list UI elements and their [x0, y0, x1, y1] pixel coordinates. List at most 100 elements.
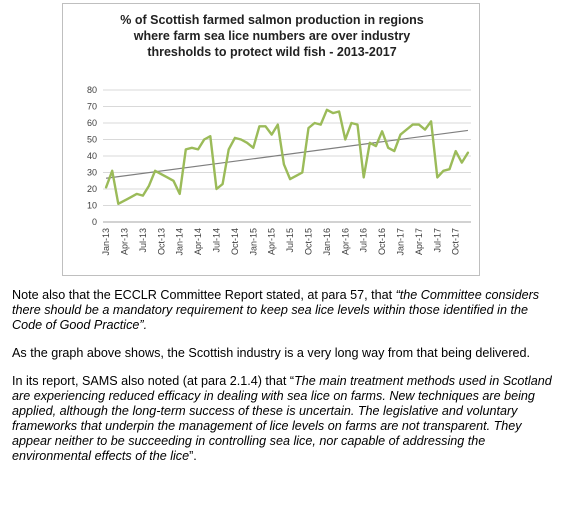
x-tick-label: Jul-15: [285, 228, 295, 253]
x-tick-label: Apr-13: [119, 228, 129, 255]
x-tick-label: Oct-14: [230, 228, 240, 255]
x-tick-label: Apr-15: [267, 228, 277, 255]
paragraph-ecclr: Note also that the ECCLR Committee Repor…: [12, 288, 557, 333]
x-tick-label: Oct-16: [377, 228, 387, 255]
data-point: [412, 124, 414, 126]
data-point: [356, 124, 359, 126]
chart-title-line: thresholds to protect wild fish - 2013-2…: [147, 45, 397, 59]
data-point: [307, 127, 310, 129]
data-point: [166, 176, 168, 178]
y-tick-label: 40: [87, 151, 97, 161]
data-point: [111, 170, 113, 172]
y-tick-label: 60: [87, 118, 97, 128]
paragraph-graph: As the graph above shows, the Scottish i…: [12, 346, 531, 360]
y-tick-label: 70: [87, 102, 97, 112]
x-tick-label: Apr-16: [340, 228, 350, 255]
y-tick-label: 80: [87, 85, 97, 95]
data-point: [467, 152, 469, 154]
data-point: [271, 134, 273, 136]
paragraph-text: In its report, SAMS also noted (at para …: [12, 374, 295, 388]
data-point: [283, 163, 285, 165]
x-tick-label: Oct-13: [156, 228, 166, 255]
x-tick-label: Jul-17: [432, 228, 442, 253]
x-tick-label: Jul-16: [359, 228, 369, 253]
data-point: [123, 200, 126, 202]
data-point: [264, 125, 267, 127]
paragraph-sams: In its report, SAMS also noted (at para …: [12, 374, 557, 464]
data-point: [436, 176, 438, 178]
committee-quote: “the Committee considers there should be…: [12, 288, 540, 332]
chart-title: % of Scottish farmed salmon production i…: [63, 12, 481, 60]
data-point: [142, 195, 144, 197]
x-tick-label: Jan-16: [322, 228, 332, 256]
x-tick-label: Jul-13: [138, 228, 148, 253]
x-tick-label: Jan-13: [101, 228, 111, 256]
data-point: [381, 130, 383, 132]
x-tick-label: Oct-17: [451, 228, 461, 255]
data-point: [209, 135, 211, 137]
data-point: [203, 138, 205, 141]
data-point: [179, 193, 181, 195]
data-point: [350, 122, 352, 124]
data-point: [326, 109, 328, 111]
data-point: [258, 125, 260, 127]
data-point: [191, 147, 193, 149]
x-tick-label: Jul-14: [211, 228, 221, 253]
data-point: [424, 129, 426, 131]
data-point: [148, 185, 150, 187]
data-point: [277, 124, 279, 126]
x-tick-label: Apr-14: [193, 228, 203, 255]
trendline: [105, 129, 469, 179]
data-point: [136, 193, 138, 195]
data-point: [406, 129, 408, 131]
data-point: [240, 138, 242, 141]
data-point: [215, 188, 218, 190]
chart-title-line: % of Scottish farmed salmon production i…: [120, 13, 424, 27]
data-point: [448, 168, 451, 170]
paragraph-text: Note also that the ECCLR Committee Repor…: [12, 288, 396, 302]
data-point: [332, 112, 334, 114]
data-point: [130, 196, 132, 198]
paragraph-text: ”.: [189, 449, 197, 463]
body-text: Note also that the ECCLR Committee Repor…: [12, 288, 557, 477]
data-point: [369, 142, 371, 144]
data-point: [234, 137, 236, 139]
data-point: [295, 175, 297, 177]
data-point: [172, 180, 175, 182]
data-point: [430, 120, 432, 122]
y-tick-label: 30: [87, 168, 97, 178]
data-point: [185, 148, 187, 150]
data-point: [418, 124, 420, 126]
data-point: [252, 147, 254, 149]
chart-plot: 0 10 20 30 40 50 60 70 80 Jan-13 Apr-13 Jul-13 Oct-1…: [87, 85, 471, 256]
data-point: [246, 142, 248, 144]
chart-title-line: where farm sea lice numbers are over ind…: [133, 29, 411, 43]
data-point: [442, 170, 444, 172]
series-line: [104, 108, 470, 206]
data-point: [105, 186, 107, 188]
x-tick-label: Jan-17: [395, 228, 405, 256]
x-tick-label: Oct-15: [303, 228, 313, 255]
data-point: [387, 147, 389, 149]
data-point: [455, 150, 457, 152]
data-point: [301, 171, 303, 174]
data-point: [289, 178, 291, 180]
x-tick-label: Jan-14: [175, 228, 185, 256]
data-point: [117, 203, 119, 205]
data-point: [222, 183, 224, 185]
x-tick-label: Jan-15: [248, 228, 258, 256]
data-point: [320, 124, 322, 126]
y-tick-label: 10: [87, 201, 97, 211]
data-point: [375, 145, 377, 147]
data-point: [197, 148, 199, 150]
data-point: [314, 122, 316, 124]
sams-quote: The main treatment methods used in Scotl…: [12, 374, 552, 463]
x-tick-label: Apr-17: [414, 228, 424, 255]
y-tick-label: 20: [87, 184, 97, 194]
data-point: [228, 148, 230, 150]
data-point: [363, 176, 365, 178]
chart: % of Scottish farmed salmon production i…: [62, 3, 480, 276]
y-tick-label: 0: [92, 217, 97, 227]
y-tick-label: 50: [87, 135, 97, 145]
data-point: [461, 162, 463, 164]
